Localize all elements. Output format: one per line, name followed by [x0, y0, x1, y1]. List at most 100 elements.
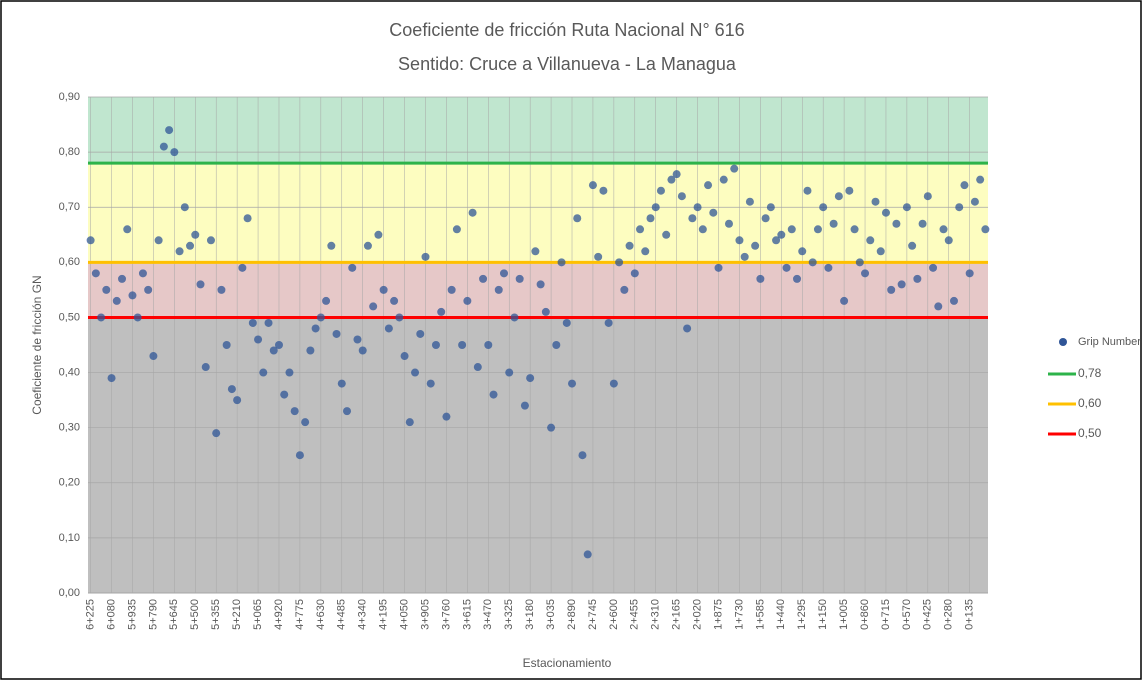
y-tick-label: 0,50	[59, 311, 80, 323]
point	[651, 203, 660, 212]
point	[824, 263, 833, 272]
point	[677, 192, 686, 201]
point	[165, 126, 174, 135]
x-tick-label: 6+080	[105, 599, 117, 630]
x-axis-title: Estacionamiento	[523, 656, 612, 670]
point	[714, 263, 723, 272]
point	[908, 241, 917, 250]
x-tick-label: 5+790	[147, 599, 159, 630]
point	[934, 302, 943, 311]
point	[719, 175, 728, 184]
legend-label: 0,60	[1078, 396, 1102, 410]
point	[751, 241, 760, 250]
point	[426, 379, 435, 388]
point	[322, 296, 331, 305]
point	[295, 451, 304, 460]
point	[939, 225, 948, 234]
x-tick-label: 2+890	[566, 599, 578, 630]
point	[505, 368, 514, 377]
point	[259, 368, 268, 377]
point	[133, 313, 142, 322]
x-tick-label: 3+615	[461, 599, 473, 630]
point	[887, 285, 896, 294]
point	[170, 148, 179, 157]
x-tick-label: 0+135	[964, 599, 976, 630]
point	[656, 186, 665, 195]
point	[981, 225, 990, 234]
point	[243, 214, 252, 223]
point	[965, 269, 974, 278]
point	[437, 307, 446, 316]
point	[667, 175, 676, 184]
x-tick-label: 3+325	[503, 599, 515, 630]
point	[813, 225, 822, 234]
point	[949, 296, 958, 305]
point	[531, 247, 540, 256]
point	[447, 285, 456, 294]
point	[384, 324, 393, 333]
point	[745, 197, 754, 206]
x-tick-label: 4+920	[273, 599, 285, 630]
point	[881, 208, 890, 217]
point	[798, 247, 807, 256]
point	[557, 258, 566, 267]
x-tick-label: 2+310	[650, 599, 662, 630]
point	[866, 236, 875, 245]
point	[834, 192, 843, 201]
x-tick-label: 5+500	[189, 599, 201, 630]
point	[724, 219, 733, 228]
point	[646, 214, 655, 223]
point	[876, 247, 885, 256]
x-tick-label: 5+645	[168, 599, 180, 630]
y-tick-label: 0,30	[59, 422, 80, 434]
legend-label: Grip Number	[1078, 336, 1141, 348]
point	[138, 269, 147, 278]
point	[588, 181, 597, 190]
y-tick-label: 0,20	[59, 477, 80, 489]
x-tick-label: 1+585	[754, 599, 766, 630]
y-tick-label: 0,40	[59, 366, 80, 378]
point	[688, 214, 697, 223]
point	[793, 274, 802, 283]
x-tick-label: 0+280	[943, 599, 955, 630]
point	[395, 313, 404, 322]
point	[217, 285, 226, 294]
point	[201, 363, 210, 372]
point	[431, 341, 440, 349]
point	[583, 550, 592, 559]
point	[206, 236, 215, 245]
band	[88, 262, 988, 318]
point	[86, 236, 95, 245]
point	[390, 296, 399, 305]
point	[484, 341, 493, 349]
point	[374, 230, 383, 239]
point	[353, 335, 362, 344]
x-tick-label: 2+020	[691, 599, 703, 630]
point	[175, 247, 184, 256]
y-tick-label: 0,10	[59, 532, 80, 544]
x-tick-label: 4+775	[294, 599, 306, 630]
y-tick-label: 0,60	[59, 256, 80, 268]
point	[976, 175, 985, 184]
point	[227, 385, 236, 394]
point	[840, 296, 849, 305]
x-tick-label: 4+630	[315, 599, 327, 630]
point	[599, 186, 608, 195]
point	[526, 374, 535, 383]
x-tick-label: 3+905	[419, 599, 431, 630]
point	[458, 341, 467, 349]
point	[604, 318, 613, 327]
point	[698, 225, 707, 234]
point	[248, 318, 257, 327]
point	[280, 390, 289, 399]
point	[489, 390, 498, 399]
point	[756, 274, 765, 283]
point	[515, 274, 524, 283]
point	[897, 280, 906, 289]
x-tick-label: 2+455	[629, 599, 641, 630]
point	[107, 374, 116, 383]
x-tick-label: 3+760	[440, 599, 452, 630]
x-tick-label: 1+440	[775, 599, 787, 630]
point	[274, 341, 283, 349]
point	[562, 318, 571, 327]
